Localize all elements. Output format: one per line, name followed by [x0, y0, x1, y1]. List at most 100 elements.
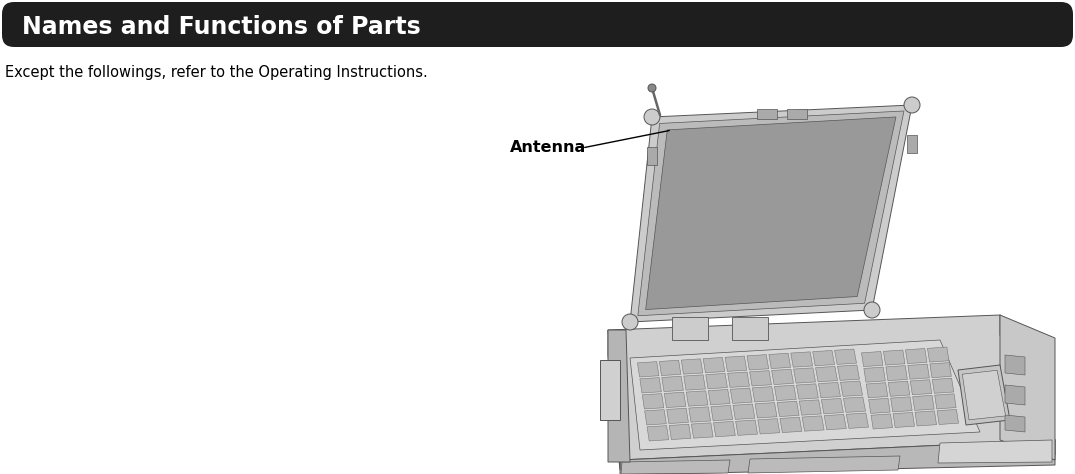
Polygon shape	[659, 360, 680, 375]
Polygon shape	[752, 387, 774, 402]
Polygon shape	[1005, 385, 1024, 405]
Polygon shape	[932, 378, 954, 393]
Polygon shape	[691, 423, 713, 438]
Circle shape	[864, 302, 880, 318]
Polygon shape	[608, 330, 630, 462]
Polygon shape	[861, 352, 883, 366]
Polygon shape	[816, 366, 837, 382]
Polygon shape	[893, 412, 915, 428]
Polygon shape	[664, 392, 686, 408]
Polygon shape	[711, 405, 733, 421]
Polygon shape	[962, 370, 1005, 420]
Polygon shape	[640, 378, 661, 393]
Circle shape	[644, 109, 660, 125]
Polygon shape	[866, 383, 888, 398]
Polygon shape	[684, 375, 705, 390]
Polygon shape	[662, 376, 684, 392]
Polygon shape	[1005, 355, 1024, 375]
FancyBboxPatch shape	[2, 2, 1073, 47]
Polygon shape	[787, 109, 807, 119]
Polygon shape	[791, 352, 813, 367]
Polygon shape	[846, 413, 869, 428]
Polygon shape	[600, 360, 620, 420]
Text: Names and Functions of Parts: Names and Functions of Parts	[22, 15, 420, 39]
Polygon shape	[930, 363, 951, 378]
Polygon shape	[703, 357, 725, 373]
Polygon shape	[934, 394, 956, 409]
Polygon shape	[905, 348, 927, 364]
Polygon shape	[725, 356, 747, 371]
Text: Antenna: Antenna	[510, 140, 586, 155]
Polygon shape	[780, 417, 802, 433]
Text: Except the followings, refer to the Operating Instructions.: Except the followings, refer to the Oper…	[5, 65, 428, 80]
Polygon shape	[938, 440, 1052, 463]
Polygon shape	[1005, 415, 1024, 432]
Polygon shape	[834, 349, 857, 365]
Polygon shape	[813, 350, 834, 366]
Polygon shape	[869, 398, 890, 413]
Polygon shape	[647, 426, 669, 441]
Polygon shape	[841, 381, 862, 396]
Polygon shape	[928, 347, 949, 362]
Polygon shape	[891, 397, 912, 412]
Polygon shape	[821, 399, 844, 414]
Polygon shape	[1000, 315, 1055, 460]
Polygon shape	[915, 411, 936, 426]
Polygon shape	[937, 410, 959, 425]
Polygon shape	[757, 109, 777, 119]
Polygon shape	[748, 456, 900, 473]
Polygon shape	[730, 388, 752, 403]
Polygon shape	[608, 330, 620, 470]
Polygon shape	[706, 374, 728, 389]
Circle shape	[904, 97, 920, 113]
Polygon shape	[672, 317, 708, 340]
Polygon shape	[645, 410, 666, 425]
Polygon shape	[758, 419, 779, 434]
Polygon shape	[871, 414, 892, 429]
Polygon shape	[608, 315, 1055, 460]
Polygon shape	[818, 383, 841, 398]
Circle shape	[648, 84, 656, 92]
Polygon shape	[772, 369, 793, 384]
Polygon shape	[642, 393, 663, 409]
Polygon shape	[714, 421, 735, 437]
Polygon shape	[774, 385, 797, 401]
Polygon shape	[621, 460, 730, 474]
Polygon shape	[637, 362, 659, 377]
Polygon shape	[907, 135, 917, 153]
Polygon shape	[755, 402, 777, 418]
Polygon shape	[769, 353, 790, 369]
Polygon shape	[647, 147, 657, 165]
Polygon shape	[777, 401, 799, 417]
Polygon shape	[749, 371, 772, 386]
Polygon shape	[799, 400, 821, 415]
Polygon shape	[911, 380, 932, 395]
Polygon shape	[844, 397, 865, 412]
Polygon shape	[666, 408, 688, 424]
Polygon shape	[620, 440, 1055, 474]
Polygon shape	[864, 367, 886, 382]
Polygon shape	[1000, 315, 1055, 455]
Polygon shape	[630, 105, 912, 322]
Polygon shape	[884, 350, 905, 365]
Polygon shape	[913, 395, 934, 410]
Polygon shape	[802, 416, 825, 431]
Polygon shape	[908, 364, 929, 379]
Polygon shape	[958, 365, 1010, 425]
Polygon shape	[886, 365, 907, 381]
Circle shape	[622, 314, 637, 330]
Polygon shape	[646, 117, 895, 310]
Polygon shape	[733, 404, 755, 419]
Polygon shape	[747, 355, 769, 370]
Polygon shape	[686, 391, 708, 406]
Polygon shape	[682, 359, 703, 374]
Polygon shape	[689, 407, 711, 422]
Polygon shape	[728, 372, 749, 387]
Polygon shape	[637, 111, 904, 316]
Polygon shape	[735, 420, 758, 435]
Polygon shape	[732, 317, 768, 340]
Polygon shape	[797, 384, 818, 399]
Polygon shape	[630, 340, 980, 450]
Polygon shape	[793, 368, 816, 383]
Polygon shape	[708, 390, 730, 405]
